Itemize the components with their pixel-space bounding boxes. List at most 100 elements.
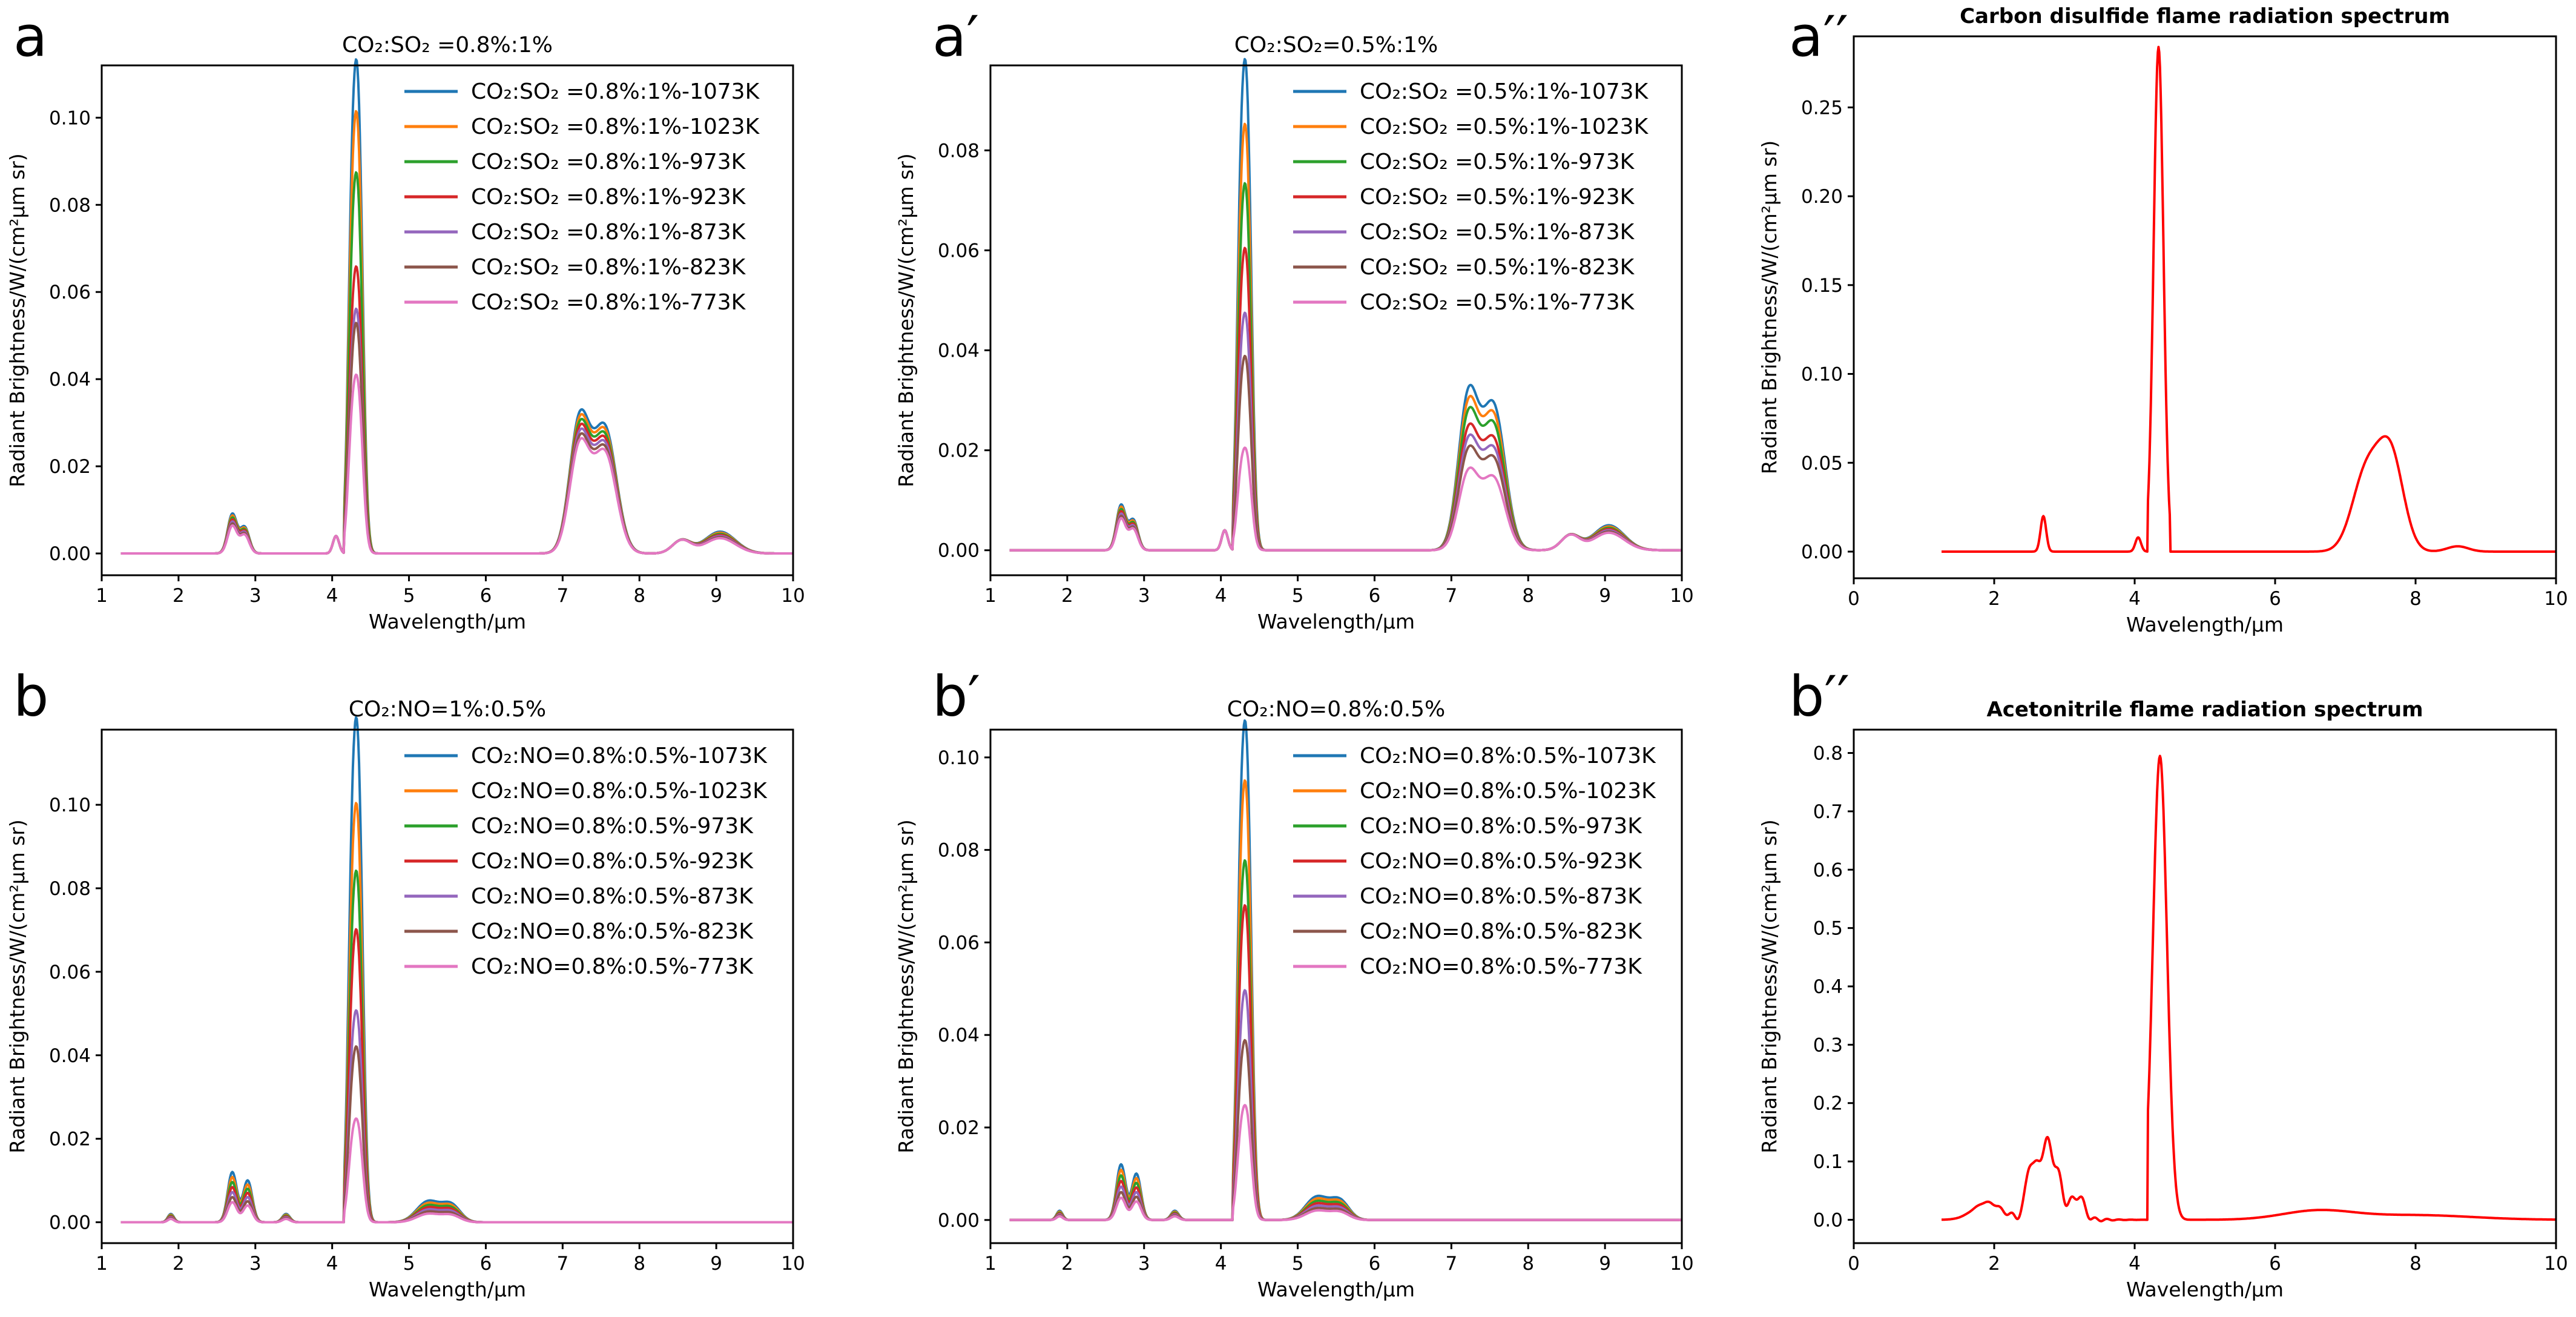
panel-letter: b xyxy=(13,664,48,729)
x-tick-label: 2 xyxy=(173,1253,185,1275)
x-tick-label: 1 xyxy=(96,585,108,607)
series-line-5 xyxy=(1009,1038,1682,1221)
y-tick-label: 0.02 xyxy=(49,456,91,478)
y-axis-label: Radiant Brightness/W/(cm²μm sr) xyxy=(894,819,918,1153)
legend-entry: CO₂:SO₂ =0.8%:1%-873K xyxy=(471,220,746,245)
series-line-6 xyxy=(120,373,794,555)
legend-entry: CO₂:SO₂ =0.5%:1%-1073K xyxy=(1360,79,1649,104)
x-tick-label: 10 xyxy=(2544,588,2568,610)
series-line-5 xyxy=(120,322,794,555)
chart-title: CO₂:NO=1%:0.5% xyxy=(349,697,546,722)
series-line-4 xyxy=(120,308,794,555)
x-axis-label: Wavelength/μm xyxy=(2126,613,2284,636)
x-tick-label: 5 xyxy=(1292,1253,1304,1275)
x-tick-label: 8 xyxy=(633,585,645,607)
plot-area xyxy=(1853,35,2557,579)
y-tick-label: 0.4 xyxy=(1813,976,1843,998)
plot-area xyxy=(100,728,794,1244)
panel-a: a CO₂:SO₂ =0.8%:1% 1 2 3 4 5 6 7 8 9 10 0.00 0.02 0.04… xyxy=(5,4,805,633)
series-line-4 xyxy=(1009,989,1682,1221)
x-tick-label: 10 xyxy=(781,1253,805,1275)
y-tick-label: 0.1 xyxy=(1813,1151,1843,1173)
chart-title: Acetonitrile flame radiation spectrum xyxy=(1986,698,2423,722)
y-tick-label: 0.00 xyxy=(938,1210,980,1232)
y-tick-label: 0.00 xyxy=(49,1212,91,1234)
x-tick-label: 4 xyxy=(2129,1253,2141,1275)
x-tick-label: 7 xyxy=(556,1253,568,1275)
x-tick-label: 0 xyxy=(1848,588,1860,610)
series-line-0 xyxy=(1941,45,2557,553)
y-tick-label: 0.05 xyxy=(1801,452,1843,474)
x-tick-label: 3 xyxy=(1138,1253,1150,1275)
y-tick-label: 0.08 xyxy=(49,194,91,216)
y-tick-label: 0.04 xyxy=(938,1025,980,1046)
x-tick-label: 3 xyxy=(249,585,262,607)
x-tick-label: 8 xyxy=(1522,1253,1534,1275)
legend-entry: CO₂:NO=0.8%:0.5%-773K xyxy=(471,954,754,979)
y-tick-label: 0.10 xyxy=(49,794,91,816)
legend-entry: CO₂:SO₂ =0.8%:1%-923K xyxy=(471,185,746,210)
y-tick-label: 0.6 xyxy=(1813,859,1843,881)
y-tick-label: 0.10 xyxy=(938,747,980,769)
legend-entry: CO₂:SO₂ =0.8%:1%-1073K xyxy=(471,79,760,104)
y-tick-label: 0.08 xyxy=(938,840,980,862)
panel-a-prime: a′ CO₂:SO₂=0.5%:1% 1 2 3 4 5 6 7 8 9 10 0.00 0.02 0.04… xyxy=(894,4,1694,633)
y-tick-label: 0.7 xyxy=(1813,801,1843,823)
y-axis-label: Radiant Brightness/W/(cm²μm sr) xyxy=(1757,140,1781,474)
x-tick-label: 2 xyxy=(1061,585,1073,607)
legend-entry: CO₂:SO₂ =0.8%:1%-823K xyxy=(471,255,746,280)
y-tick-label: 0.06 xyxy=(938,240,980,262)
y-tick-label: 0.06 xyxy=(938,932,980,954)
x-tick-label: 5 xyxy=(403,585,415,607)
x-tick-label: 10 xyxy=(1670,585,1693,607)
series-line-6 xyxy=(1009,446,1682,552)
x-tick-label: 8 xyxy=(633,1253,645,1275)
legend-entry: CO₂:SO₂ =0.8%:1%-973K xyxy=(471,150,746,174)
panel-a-double-prime: a′′ Carbon disulfide flame radiation spec… xyxy=(1757,4,2568,636)
legend-entry: CO₂:NO=0.8%:0.5%-823K xyxy=(1360,919,1642,944)
x-tick-label: 6 xyxy=(480,1253,492,1275)
y-axis-label: Radiant Brightness/W/(cm²μm sr) xyxy=(894,153,918,487)
x-tick-label: 7 xyxy=(556,585,568,607)
x-axis-label: Wavelength/μm xyxy=(1257,1278,1415,1301)
y-tick-label: 0.10 xyxy=(1801,364,1843,386)
series-line-6 xyxy=(120,1117,794,1224)
legend-entry: CO₂:SO₂ =0.5%:1%-773K xyxy=(1360,290,1635,315)
series-line-3 xyxy=(1009,904,1682,1221)
plot-area xyxy=(100,64,794,576)
legend-entry: CO₂:SO₂ =0.5%:1%-923K xyxy=(1360,185,1635,210)
chart-title: Carbon disulfide flame radiation spectru… xyxy=(1960,4,2450,28)
y-tick-label: 0.20 xyxy=(1801,186,1843,208)
y-tick-label: 0.02 xyxy=(938,440,980,462)
legend-entry: CO₂:NO=0.8%:0.5%-773K xyxy=(1360,954,1642,979)
y-tick-label: 0.0 xyxy=(1813,1209,1843,1231)
legend-entry: CO₂:SO₂ =0.5%:1%-873K xyxy=(1360,220,1635,245)
chart-title: CO₂:SO₂=0.5%:1% xyxy=(1234,33,1438,58)
x-tick-label: 4 xyxy=(326,585,338,607)
legend: CO₂:SO₂ =0.5%:1%-1073K CO₂:SO₂ =0.5%:1%-1… xyxy=(1293,79,1649,315)
x-axis-label: Wavelength/μm xyxy=(2126,1278,2284,1301)
legend-entry: CO₂:NO=0.8%:0.5%-923K xyxy=(471,849,754,874)
series-line-1 xyxy=(1009,779,1682,1221)
x-axis-label: Wavelength/μm xyxy=(369,610,526,633)
x-tick-label: 2 xyxy=(173,585,185,607)
x-tick-label: 7 xyxy=(1445,585,1457,607)
legend-entry: CO₂:SO₂ =0.8%:1%-1023K xyxy=(471,114,760,139)
x-tick-label: 2 xyxy=(1061,1253,1073,1275)
legend: CO₂:SO₂ =0.8%:1%-1073K CO₂:SO₂ =0.8%:1%-1… xyxy=(404,79,760,315)
legend-entry: CO₂:NO=0.8%:0.5%-873K xyxy=(1360,884,1642,909)
x-tick-label: 9 xyxy=(710,1253,722,1275)
y-tick-label: 0.10 xyxy=(49,107,91,129)
series-line-0 xyxy=(1941,754,2557,1223)
legend-entry: CO₂:NO=0.8%:0.5%-823K xyxy=(471,919,754,944)
y-tick-label: 0.04 xyxy=(938,340,980,362)
y-tick-label: 0.08 xyxy=(49,878,91,900)
panel-b-double-prime: b′′ Acetonitrile flame radiation spectrum… xyxy=(1757,664,2568,1301)
y-tick-label: 0.00 xyxy=(1801,541,1843,563)
x-tick-label: 5 xyxy=(1292,585,1304,607)
x-tick-label: 0 xyxy=(1848,1253,1860,1275)
panel-letter: a′′ xyxy=(1789,4,1848,69)
x-tick-label: 1 xyxy=(96,1253,108,1275)
series-line-1 xyxy=(120,110,794,555)
chart-title: CO₂:SO₂ =0.8%:1% xyxy=(342,33,553,58)
